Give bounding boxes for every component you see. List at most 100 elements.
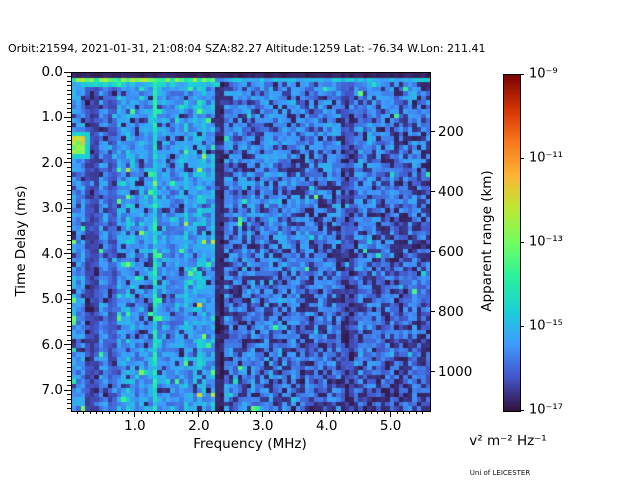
y-minor-tick: [67, 330, 71, 332]
x-minor-tick: [185, 411, 187, 414]
colorbar-gradient: [504, 75, 520, 411]
colorbar-tick-label: 10⁻¹¹: [529, 150, 563, 166]
y-tick-label: 1.0: [41, 109, 63, 126]
y-minor-tick: [67, 212, 71, 214]
x-minor-tick: [211, 411, 213, 414]
y-minor-tick: [67, 225, 71, 227]
x-minor-tick: [153, 411, 155, 414]
y-minor-tick: [67, 239, 71, 241]
y-minor-tick: [67, 144, 71, 146]
range-tick-label: 400: [438, 183, 464, 200]
y-tick-label: 6.0: [41, 336, 63, 353]
x-tick-label: 3.0: [252, 418, 274, 434]
y-minor-tick: [67, 375, 71, 377]
y-minor-tick: [67, 357, 71, 359]
range-tick-label: 200: [438, 123, 464, 140]
range-tick-label: 800: [438, 303, 464, 320]
y-major-tick: [64, 344, 71, 346]
x-minor-tick: [179, 411, 181, 414]
y-minor-tick: [67, 153, 71, 155]
x-minor-tick: [313, 411, 315, 414]
y-minor-tick: [67, 339, 71, 341]
spectrogram-canvas: [72, 73, 430, 411]
y-minor-tick: [67, 203, 71, 205]
x-major-tick: [198, 411, 200, 417]
x-minor-tick: [281, 411, 283, 414]
x-axis-label: Frequency (MHz): [193, 436, 307, 452]
x-minor-tick: [294, 411, 296, 414]
colorbar: [503, 74, 521, 412]
colorbar-tick: [520, 409, 524, 411]
x-minor-tick: [332, 411, 334, 414]
x-major-tick: [262, 411, 264, 417]
x-minor-tick: [351, 411, 353, 414]
x-minor-tick: [191, 411, 193, 414]
y-minor-tick: [67, 366, 71, 368]
y-major-tick: [64, 116, 71, 118]
x-tick-label: 5.0: [379, 418, 402, 434]
y-minor-tick: [67, 112, 71, 114]
y-minor-tick: [67, 139, 71, 141]
y-minor-tick: [67, 266, 71, 268]
colorbar-tick: [520, 241, 524, 243]
x-minor-tick: [383, 411, 385, 414]
x-minor-tick: [166, 411, 168, 414]
y-minor-tick: [67, 216, 71, 218]
y-tick-label: 0.0: [41, 64, 63, 80]
y-minor-tick: [67, 98, 71, 100]
y-major-tick: [64, 207, 71, 209]
colorbar-tick-label: 10⁻¹⁷: [529, 402, 563, 418]
y-minor-tick: [67, 280, 71, 282]
y-minor-tick: [67, 230, 71, 232]
y-tick-label: 4.0: [41, 245, 63, 262]
x-tick-label: 4.0: [315, 418, 338, 434]
x-minor-tick: [204, 411, 206, 414]
colorbar-tick: [520, 157, 524, 159]
y-minor-tick: [67, 180, 71, 182]
x-minor-tick: [358, 411, 360, 414]
y-minor-tick: [67, 384, 71, 386]
y-major-tick: [64, 162, 71, 164]
x-minor-tick: [319, 411, 321, 414]
y-minor-tick: [67, 221, 71, 223]
x-minor-tick: [409, 411, 411, 414]
y-axis-label: Time Delay (ms): [13, 185, 29, 297]
x-major-tick: [134, 411, 136, 417]
y-minor-tick: [67, 380, 71, 382]
right-axis-label: Apparent range (km): [479, 170, 495, 312]
x-minor-tick: [287, 411, 289, 414]
x-minor-tick: [96, 411, 98, 414]
x-minor-tick: [275, 411, 277, 414]
x-minor-tick: [121, 411, 123, 414]
x-minor-tick: [76, 411, 78, 414]
y-minor-tick: [67, 85, 71, 87]
y-minor-tick: [67, 185, 71, 187]
y-minor-tick: [67, 157, 71, 159]
y-minor-tick: [67, 130, 71, 132]
x-minor-tick: [345, 411, 347, 414]
x-minor-tick: [236, 411, 238, 414]
y-minor-tick: [67, 235, 71, 237]
y-minor-tick: [67, 353, 71, 355]
range-tick: [430, 131, 435, 133]
branding-text: Uni of LEICESTER: [469, 469, 531, 477]
x-minor-tick: [422, 411, 424, 414]
range-tick-label: 600: [438, 243, 464, 260]
y-minor-tick: [67, 89, 71, 91]
y-tick-label: 3.0: [41, 200, 63, 217]
y-minor-tick: [67, 371, 71, 373]
y-minor-tick: [67, 275, 71, 277]
x-minor-tick: [89, 411, 91, 414]
y-minor-tick: [67, 289, 71, 291]
x-minor-tick: [128, 411, 130, 414]
range-tick: [430, 191, 435, 193]
colorbar-tick-label: 10⁻¹³: [529, 234, 563, 250]
y-minor-tick: [67, 362, 71, 364]
colorbar-tick-label: 10⁻¹⁵: [529, 318, 563, 334]
y-tick-label: 7.0: [41, 382, 63, 398]
x-minor-tick: [217, 411, 219, 414]
x-tick-label: 1.0: [124, 418, 146, 434]
y-minor-tick: [67, 271, 71, 273]
y-minor-tick: [67, 244, 71, 246]
x-major-tick: [326, 411, 328, 417]
